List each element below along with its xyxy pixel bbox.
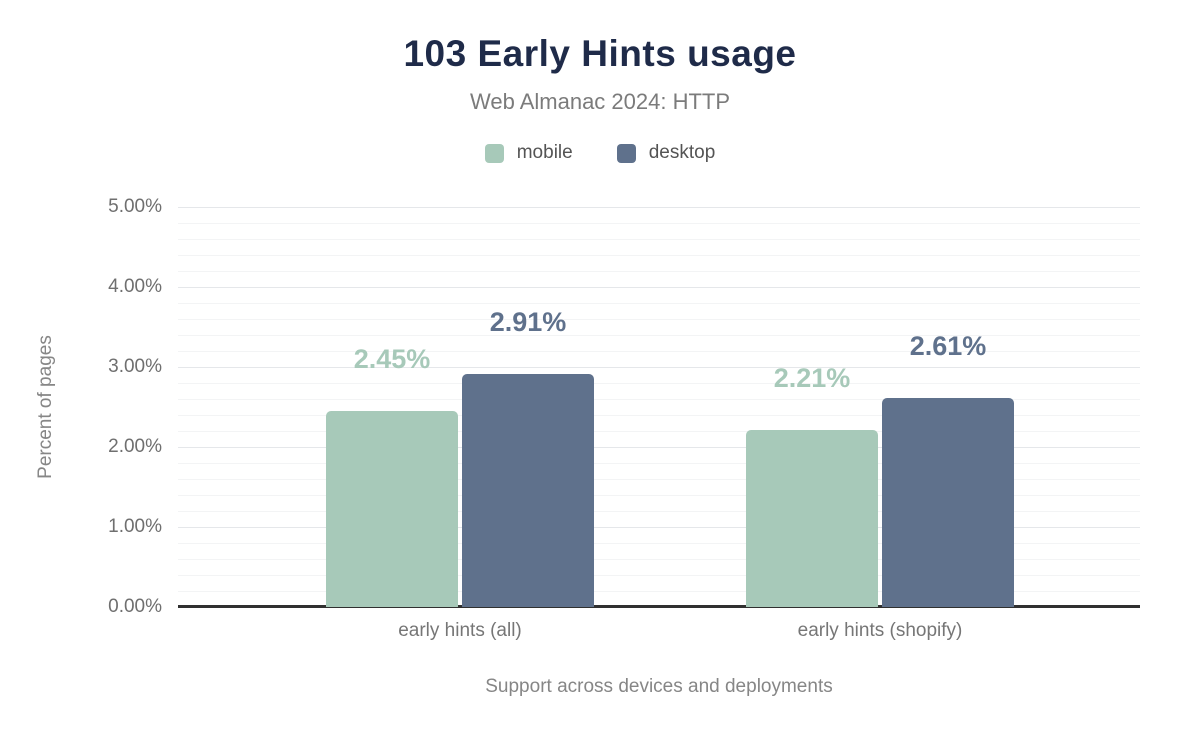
gridline-minor (178, 383, 1140, 384)
gridline-major (178, 287, 1140, 288)
x-axis-line (178, 605, 1140, 608)
y-tick-label: 0.00% (108, 596, 162, 617)
gridline-major (178, 447, 1140, 448)
value-label-desktop-early-hints-all: 2.91% (489, 307, 567, 338)
gridline-minor (178, 351, 1140, 352)
legend-label: desktop (648, 142, 716, 163)
chart-title: 103 Early Hints usage (403, 33, 797, 74)
y-tick-label: 3.00% (108, 356, 162, 377)
chart-subtitle: Web Almanac 2024: HTTP (469, 89, 731, 114)
gridline-minor (178, 559, 1140, 560)
y-tick-label: 4.00% (108, 276, 162, 297)
y-tick-label: 2.00% (108, 436, 162, 457)
gridline-minor (178, 463, 1140, 464)
plot-area: 0.00% 1.00% 2.00% 3.00% 4.00% 5.00% 2.45% 2.91%… (108, 196, 1140, 641)
legend-item-mobile[interactable]: mobile (484, 142, 573, 164)
gridline-major (178, 367, 1140, 368)
gridline-minor (178, 479, 1140, 480)
gridline-minor (178, 223, 1140, 224)
legend-swatch-mobile (484, 143, 504, 163)
value-label-desktop-early-hints-shopify: 2.61% (909, 331, 987, 362)
gridline-minor (178, 415, 1140, 416)
y-tick-label: 1.00% (108, 516, 162, 537)
y-axis-title: Percent of pages (35, 335, 56, 479)
legend-swatch-desktop (616, 143, 636, 163)
value-label-mobile-early-hints-all: 2.45% (353, 344, 431, 374)
gridline-minor (178, 431, 1140, 432)
value-label-mobile-early-hints-shopify: 2.21% (773, 363, 851, 394)
gridline-minor (178, 575, 1140, 576)
x-axis-title: Support across devices and deployments (485, 676, 833, 697)
gridline-minor (178, 255, 1140, 256)
y-tick-label: 5.00% (108, 196, 162, 217)
legend-item-desktop[interactable]: desktop (616, 142, 716, 164)
gridline-minor (178, 543, 1140, 544)
bar-desktop-early-hints-all (462, 374, 594, 607)
bar-mobile-early-hints-all (326, 411, 458, 607)
x-category-label-early-hints-all: early hints (all) (398, 620, 522, 641)
bar-mobile-early-hints-shopify (746, 430, 878, 607)
bar-desktop-early-hints-shopify (882, 398, 1014, 607)
gridline-minor (178, 399, 1140, 400)
gridline-minor (178, 271, 1140, 272)
gridline-major (178, 207, 1140, 208)
gridline-minor (178, 319, 1140, 320)
gridline-minor (178, 591, 1140, 592)
legend-label: mobile (516, 142, 573, 163)
x-category-label-early-hints-shopify: early hints (shopify) (797, 620, 963, 641)
gridline-minor (178, 335, 1140, 336)
legend: mobile desktop (0, 142, 1200, 164)
gridline-minor (178, 239, 1140, 240)
gridline-minor (178, 511, 1140, 512)
gridline-major (178, 527, 1140, 528)
gridline-minor (178, 495, 1140, 496)
gridline-minor (178, 303, 1140, 304)
